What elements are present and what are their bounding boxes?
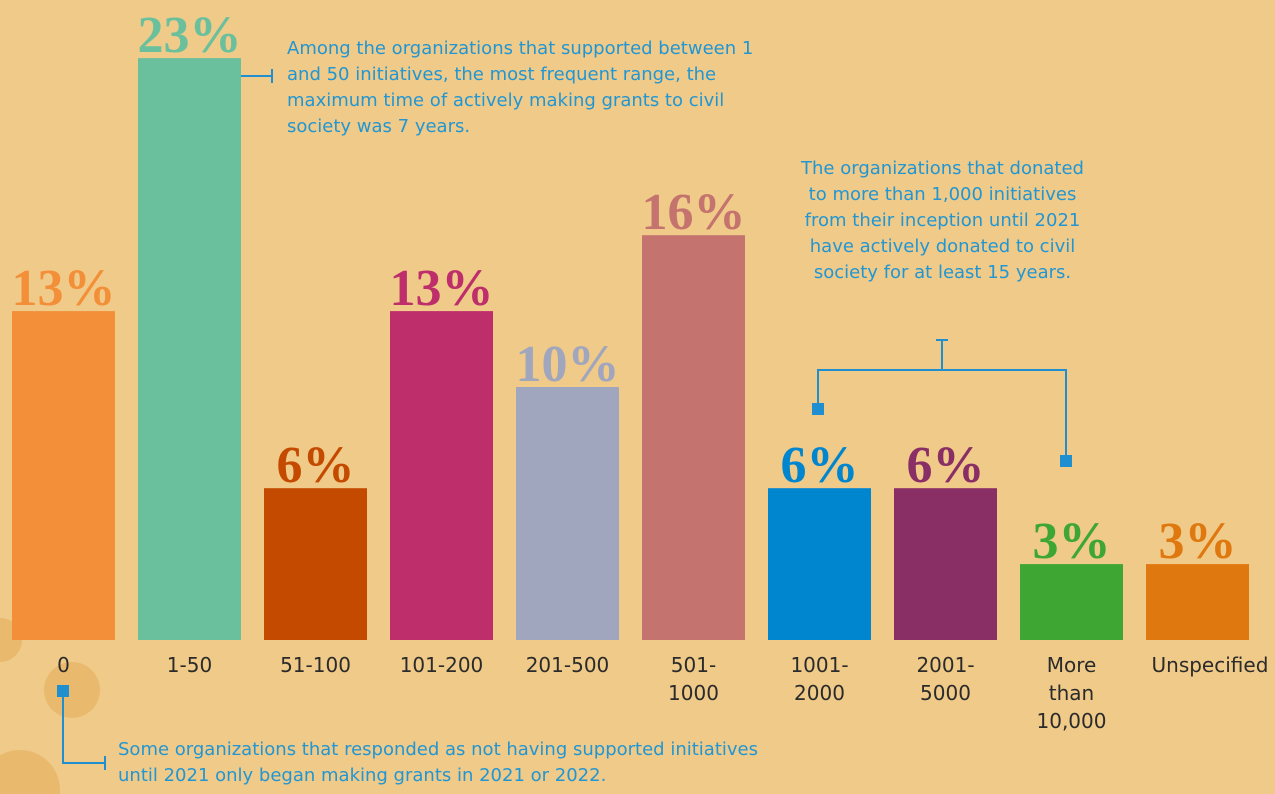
value-label: 13% bbox=[390, 260, 494, 317]
x-tick-label: More than 10,000 bbox=[1026, 651, 1118, 735]
value-label: 16% bbox=[642, 184, 746, 241]
bar bbox=[1146, 564, 1249, 640]
x-tick-label: Unspecified bbox=[1152, 651, 1244, 679]
annotation: The organizations that donated to more t… bbox=[800, 156, 1085, 286]
value-label: 13% bbox=[12, 260, 116, 317]
x-tick-label: 51-100 bbox=[270, 651, 362, 679]
x-tick-label: 1001-2000 bbox=[774, 651, 866, 707]
bar bbox=[264, 488, 367, 640]
x-tick-label: 0 bbox=[18, 651, 110, 679]
bar bbox=[1020, 564, 1123, 640]
value-label: 6% bbox=[277, 437, 355, 494]
bar bbox=[894, 488, 997, 640]
x-tick-label: 101-200 bbox=[396, 651, 488, 679]
value-label: 6% bbox=[781, 437, 859, 494]
x-tick-label: 1-50 bbox=[144, 651, 236, 679]
value-label: 6% bbox=[907, 437, 985, 494]
bar bbox=[768, 488, 871, 640]
decoration bbox=[0, 618, 100, 794]
x-tick-label: 2001-5000 bbox=[900, 651, 992, 707]
bar bbox=[390, 311, 493, 640]
x-tick-label: 501-1000 bbox=[648, 651, 740, 707]
annotation: Among the organizations that supported b… bbox=[287, 36, 757, 140]
bar bbox=[516, 387, 619, 640]
value-label: 23% bbox=[138, 7, 242, 64]
annotation: Some organizations that responded as not… bbox=[118, 737, 758, 789]
x-tick-label: 201-500 bbox=[522, 651, 614, 679]
page: 13% 23% 6% 13% 10% 16% 6% 6% 3% 3% Among the orga… bbox=[0, 0, 1275, 794]
bar bbox=[12, 311, 115, 640]
bar bbox=[642, 235, 745, 640]
bar bbox=[138, 58, 241, 640]
value-label: 3% bbox=[1033, 513, 1111, 570]
value-label: 10% bbox=[516, 336, 620, 393]
value-label: 3% bbox=[1159, 513, 1237, 570]
